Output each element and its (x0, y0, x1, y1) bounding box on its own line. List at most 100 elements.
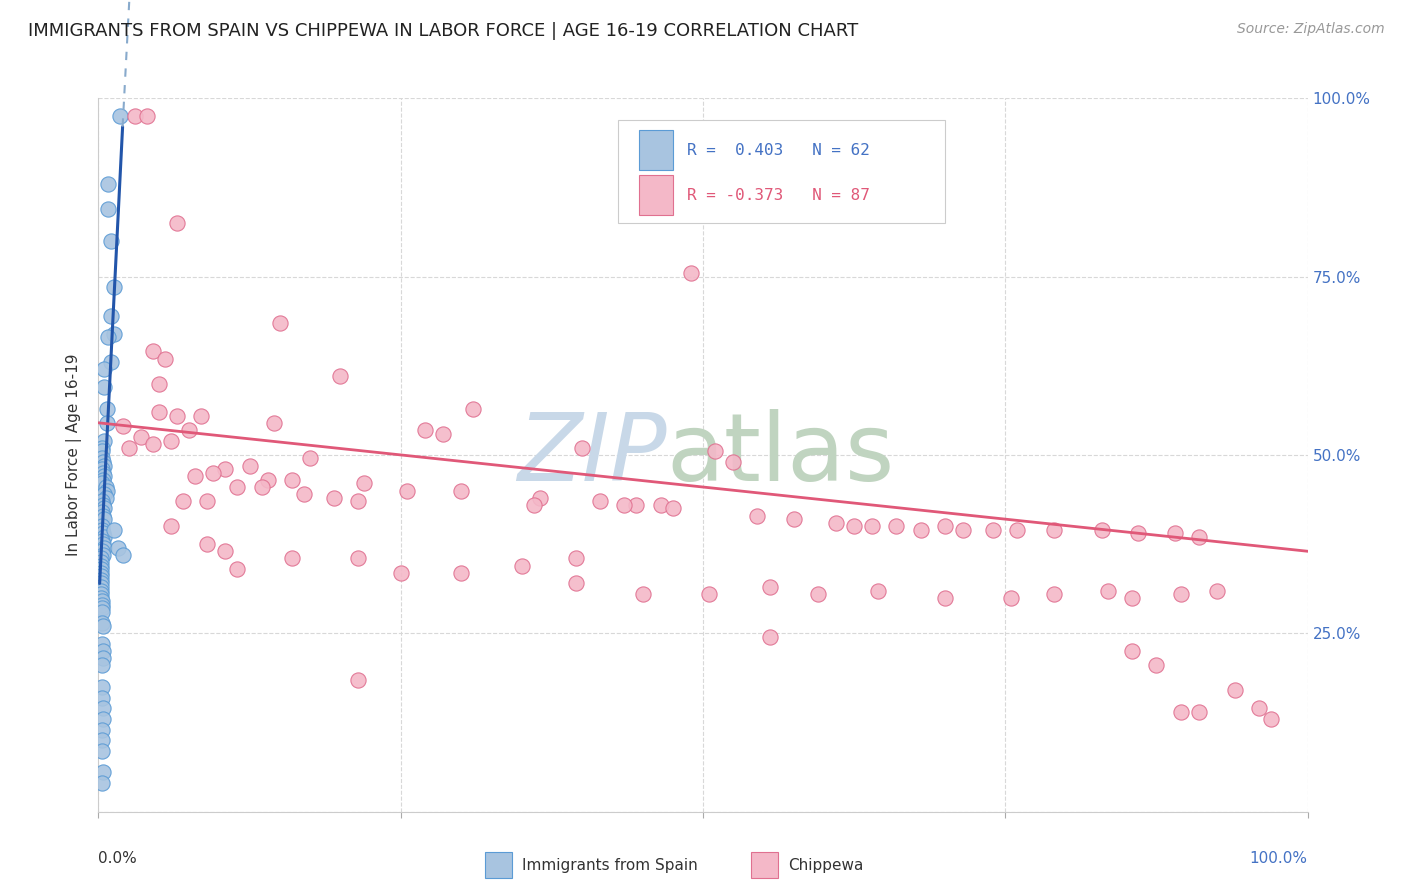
Point (91, 441, 114, 455)
Point (142, 344, 165, 359)
Point (704, 444, 727, 458)
Point (103, 523, 125, 537)
Point (90, 562, 112, 576)
Point (97, 177, 120, 191)
Point (90, 576, 112, 591)
Point (94, 480, 117, 494)
Point (1188, 530, 1211, 544)
Point (172, 494, 194, 508)
Point (281, 551, 304, 566)
Point (90, 587, 112, 601)
Point (91, 644, 114, 658)
Point (413, 423, 436, 437)
Point (91, 537, 114, 551)
Point (96, 483, 118, 498)
Point (91, 690, 114, 705)
Point (91, 765, 114, 780)
Point (91, 498, 114, 512)
Point (825, 516, 848, 530)
Point (758, 630, 780, 644)
Point (226, 480, 249, 494)
Point (93, 530, 115, 544)
Point (571, 441, 593, 455)
Point (463, 401, 485, 416)
Point (723, 455, 745, 469)
Point (510, 558, 533, 573)
Point (91, 473, 114, 487)
Point (93, 541, 115, 555)
Point (190, 409, 212, 423)
Point (1188, 705, 1211, 719)
Point (807, 587, 830, 601)
Point (1260, 712, 1282, 726)
Point (662, 501, 685, 516)
Point (93, 434, 115, 448)
Point (96, 401, 118, 416)
Point (91, 601, 114, 615)
Point (100, 309, 122, 323)
Point (860, 519, 883, 533)
Point (263, 416, 285, 430)
Point (395, 483, 418, 498)
Bar (638, 130, 673, 170)
Point (93, 469, 115, 483)
Point (91, 594, 114, 608)
Point (91, 455, 114, 469)
Point (934, 591, 956, 605)
Point (353, 476, 375, 491)
Point (91, 508, 114, 523)
Point (1121, 591, 1143, 605)
Point (142, 437, 165, 451)
Point (981, 523, 1004, 537)
Point (111, 419, 134, 434)
Point (952, 523, 974, 537)
Point (179, 423, 201, 437)
Point (934, 519, 956, 533)
Point (90, 583, 112, 598)
Point (347, 551, 370, 566)
Point (90, 573, 112, 587)
Point (202, 466, 225, 480)
Point (129, 430, 152, 444)
Point (323, 491, 346, 505)
Point (1121, 644, 1143, 658)
Point (100, 355, 122, 369)
Point (1223, 683, 1246, 698)
Point (97, 202, 120, 216)
Point (269, 316, 291, 330)
Point (195, 537, 218, 551)
Point (91, 712, 114, 726)
Point (94, 491, 117, 505)
Point (1146, 658, 1168, 673)
Point (292, 487, 315, 501)
Point (124, 109, 146, 123)
Point (103, 280, 125, 294)
Point (347, 494, 370, 508)
Point (758, 580, 780, 594)
Point (91, 526, 114, 541)
Point (135, 109, 157, 123)
Point (93, 458, 115, 473)
Point (910, 523, 932, 537)
Point (166, 216, 188, 230)
Point (1042, 523, 1064, 537)
Point (631, 587, 654, 601)
Point (103, 326, 125, 341)
Point (107, 541, 129, 555)
Point (214, 462, 236, 476)
Point (111, 548, 134, 562)
Text: IMMIGRANTS FROM SPAIN VS CHIPPEWA IN LABOR FORCE | AGE 16-19 CORRELATION CHART: IMMIGRANTS FROM SPAIN VS CHIPPEWA IN LAB… (28, 22, 859, 40)
Point (1097, 583, 1119, 598)
Point (91, 523, 114, 537)
Bar (485, 853, 512, 878)
Point (1042, 587, 1064, 601)
Text: atlas: atlas (666, 409, 896, 501)
Point (90, 558, 112, 573)
Point (91, 776, 114, 790)
Point (91, 701, 114, 715)
Point (91, 619, 114, 633)
Point (432, 426, 454, 441)
Point (523, 498, 546, 512)
Y-axis label: In Labor Force | Age 16-19: In Labor Force | Age 16-19 (66, 353, 83, 557)
Point (529, 491, 551, 505)
